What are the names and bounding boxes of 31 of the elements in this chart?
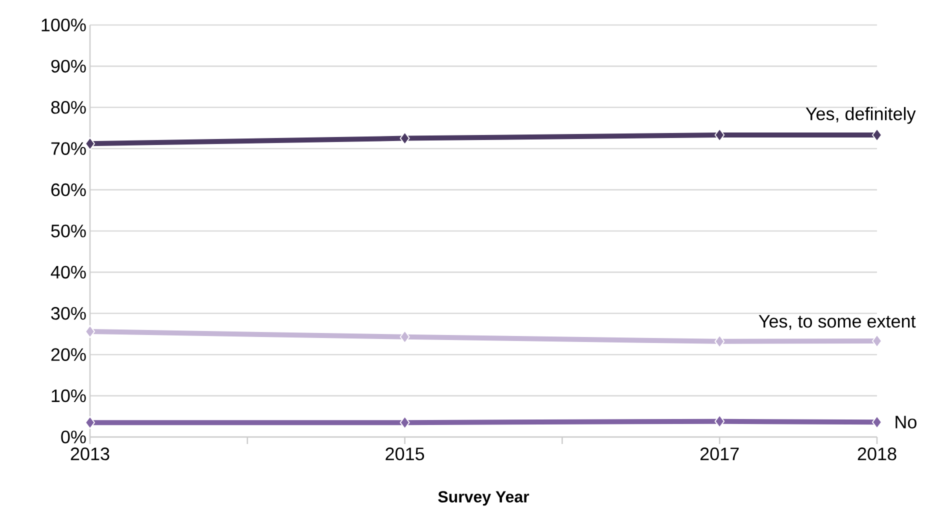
point	[714, 414, 725, 428]
point	[400, 416, 410, 430]
point	[714, 128, 725, 142]
y-tick-label: 70%	[51, 142, 86, 155]
point	[85, 416, 96, 430]
y-tick-label: 60%	[51, 183, 86, 196]
y-tick-label: 0%	[61, 430, 86, 444]
y-tick-label: 80%	[51, 101, 86, 114]
series-label: Yes, definitely	[806, 107, 916, 124]
y-tick-label: 20%	[51, 348, 86, 361]
point	[872, 416, 882, 429]
point	[400, 330, 410, 344]
point	[400, 132, 410, 145]
y-tick-label: 50%	[51, 224, 86, 238]
x-tick-label: 2015	[386, 448, 424, 460]
series-label: No	[896, 416, 916, 428]
y-tick-label: 90%	[51, 60, 86, 73]
x-axis-title: Survey Year	[438, 491, 530, 506]
y-tick-label: 100%	[42, 18, 86, 32]
point	[85, 325, 96, 338]
x-tick-label: 2018	[858, 448, 896, 460]
point	[872, 128, 882, 142]
series-label: Yes, to some extent	[758, 315, 916, 330]
x-tick-label: 2017	[700, 448, 739, 460]
y-tick-label: 10%	[52, 389, 86, 402]
y-tick-label: 30%	[51, 307, 86, 320]
point	[714, 334, 725, 348]
y-tick-label: 40%	[50, 266, 86, 279]
point	[85, 137, 96, 150]
x-tick-label: 2013	[70, 448, 110, 460]
point	[872, 334, 882, 348]
